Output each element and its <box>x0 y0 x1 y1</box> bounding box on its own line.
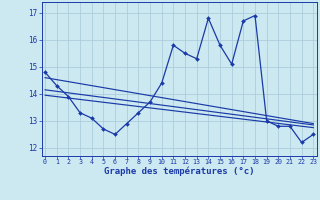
X-axis label: Graphe des températures (°c): Graphe des températures (°c) <box>104 167 254 176</box>
